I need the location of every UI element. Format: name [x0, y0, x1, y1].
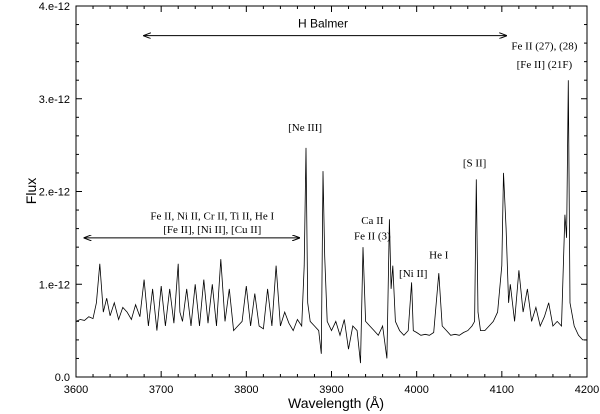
x-tick-label: 3900	[319, 384, 343, 396]
plot-frame	[75, 5, 588, 378]
line-annotation: [Fe II] (21F)	[517, 59, 573, 71]
line-annotation: Fe II (3)	[354, 231, 391, 243]
y-tick-label: 1.e-12	[39, 279, 70, 291]
line-annotation: [S II]	[463, 157, 487, 169]
y-tick-label: 3.e-12	[39, 94, 70, 106]
x-tick-label: 3600	[64, 384, 88, 396]
line-annotation: [Ni II]	[399, 268, 427, 280]
x-tick-label: 4200	[575, 384, 599, 396]
line-annotation: H Balmer	[298, 16, 348, 30]
x-axis-title: Wavelength (Å)	[288, 395, 384, 411]
y-tick-labels: 0.0 1.e-12 2.e-12 3.e-12 4.e-12	[39, 1, 70, 384]
line-annotation: [Fe II], [Ni II], [Cu II]	[163, 224, 261, 236]
x-tick-labels: 3600 3700 3800 3900 4000 4100 4200	[64, 384, 599, 396]
y-tick-label: 4.e-12	[39, 1, 70, 13]
line-annotation: [Ne III]	[288, 122, 322, 134]
x-tick-label: 3800	[234, 384, 258, 396]
line-annotations: H Balmer Fe II (27), (28) [Fe II] (21F) [Ne…	[150, 16, 577, 279]
line-annotation: He I	[429, 249, 449, 261]
y-axis-title: Flux	[23, 178, 39, 204]
annotation-arrows	[85, 36, 507, 238]
y-tick-label: 0.0	[55, 372, 70, 384]
x-tick-label: 4000	[404, 384, 428, 396]
x-tick-label: 3700	[149, 384, 173, 396]
line-annotation: Ca II	[361, 215, 384, 227]
line-annotation: Fe II (27), (28)	[511, 41, 577, 53]
spectrum-line	[75, 80, 587, 364]
x-tick-label: 4100	[490, 384, 514, 396]
y-tick-label: 2.e-12	[39, 187, 70, 199]
line-annotation: Fe II, Ni II, Cr II, Ti II, He I	[150, 210, 274, 222]
axis-ticks	[75, 5, 588, 378]
